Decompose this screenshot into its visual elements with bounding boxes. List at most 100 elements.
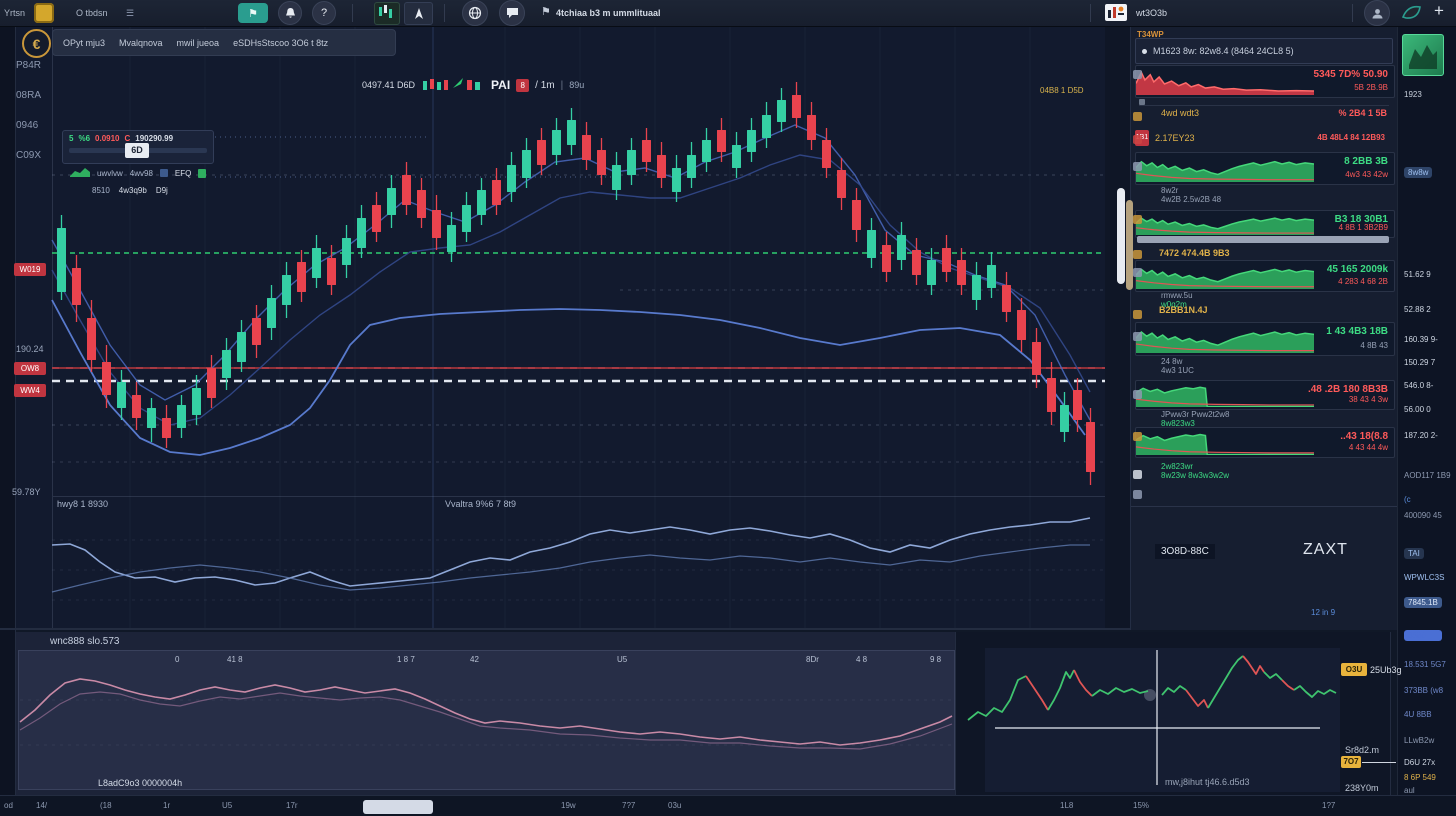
- euro-logo[interactable]: €: [22, 29, 51, 58]
- watchlist-row[interactable]: JPww3r Pww2t2w8 8w823w3: [1139, 410, 1391, 430]
- instrument-thumbnail[interactable]: [1402, 34, 1444, 76]
- workspace-tabbar: OPyt mju3 Mvalqnova mwil jueoa eSDHsStscoo …: [52, 29, 396, 56]
- subpanel-divider: [52, 496, 1105, 497]
- row-icon: [1133, 215, 1142, 224]
- workspace-tab-2[interactable]: mwil jueoa: [176, 37, 220, 48]
- toolbar-session-text: 4tchiaa b3 m ummlituaal: [556, 8, 661, 18]
- list-scrollbar[interactable]: [1137, 236, 1389, 243]
- detail-value: 160.39 9-: [1404, 335, 1438, 344]
- watchlist-row[interactable]: 1B1 2.17EY23 4B 48L4 84 12B93: [1135, 130, 1393, 148]
- watchlist-price: B3 18 30B1: [1334, 214, 1388, 225]
- chart-type-button[interactable]: [374, 2, 400, 25]
- watchlist-price-change: 5B 2B.9B: [1354, 83, 1388, 92]
- watchlist-row[interactable]: ..43 18(8.8 4 43 44 4w: [1135, 427, 1395, 458]
- detail-value: AOD117 1B9: [1404, 471, 1451, 480]
- watchlist-symbol: 4wd wdt3: [1161, 108, 1200, 118]
- data-window-button[interactable]: 6D: [125, 143, 149, 158]
- watchlist-row[interactable]: 1 43 4B3 18B 4 8B 43: [1135, 322, 1395, 356]
- globe-button[interactable]: [462, 0, 488, 26]
- indicator-tick-label: 4 8: [856, 655, 868, 664]
- time-axis-label: 7?7: [622, 801, 636, 810]
- data-window-value: %6: [78, 134, 91, 143]
- watchlist-price-change: 38 43 4 3w: [1348, 395, 1388, 404]
- toolbar-brand-text: Yrtsn: [4, 8, 26, 18]
- theme-button[interactable]: [1400, 3, 1424, 22]
- price-axis-badge: WW4: [14, 384, 46, 397]
- row-icon: [1133, 112, 1142, 121]
- detail-value: 8 6P 549: [1404, 773, 1436, 782]
- detail-chip[interactable]: 8w8w: [1404, 167, 1433, 178]
- watchlist-price-change: 4 8B 43: [1360, 341, 1388, 350]
- chat-button[interactable]: [499, 0, 525, 26]
- watchlist-symbol[interactable]: 7472 474.4B 9B3: [1159, 248, 1230, 258]
- watchlist-price: % 2B4 1 5B: [1338, 108, 1387, 118]
- row-icon: [1133, 268, 1142, 277]
- time-axis-label: 17r: [286, 801, 298, 810]
- watchlist-row[interactable]: .48 .2B 180 8B3B 38 43 4 3w: [1135, 380, 1395, 410]
- vertical-scrollbar-thumb[interactable]: [1117, 188, 1125, 284]
- watchlist-row[interactable]: 5345 7D% 50.90 5B 2B.9B: [1135, 65, 1395, 98]
- watchlist-price: 5345 7D% 50.90: [1313, 69, 1388, 80]
- price-axis-badge: OW8: [14, 362, 46, 375]
- panel-divider: [15, 26, 16, 795]
- indicator-tick-label: 1 8 7: [397, 655, 415, 664]
- toolbar-divider: [352, 4, 353, 22]
- row-icon: [1133, 250, 1142, 259]
- euro-logo-glyph: €: [32, 35, 41, 52]
- time-axis-label: 1?7: [1322, 801, 1336, 810]
- detail-chip[interactable]: 7845.1B: [1404, 597, 1442, 608]
- watchlist-price: .48 .2B 180 8B3B: [1307, 384, 1388, 395]
- watchlist-row[interactable]: B3 18 30B1 4 8B 1 3B2B9: [1135, 210, 1395, 238]
- app-logo-icon[interactable]: [34, 3, 54, 23]
- detail-chip[interactable]: TAI: [1404, 548, 1424, 559]
- ohlc-symbol[interactable]: PAI: [491, 78, 511, 92]
- add-widget-button[interactable]: +: [1434, 1, 1444, 20]
- panel-divider: [1390, 632, 1391, 795]
- ohlc-candle-glyphs: [423, 78, 481, 90]
- watchlist-row[interactable]: 8 2BB 3B 4w3 43 42w: [1135, 152, 1395, 185]
- broker-logo-icon[interactable]: [1105, 4, 1127, 21]
- info-box-symbol: ZAXT: [1303, 541, 1348, 558]
- workspace-tab-0[interactable]: OPyt mju3: [63, 37, 106, 48]
- data-window: 5 %6 0.0910 C 190290.99 6D: [62, 130, 214, 164]
- watchlist-row[interactable]: 2w823wr 8w23w 8w3w3w2w: [1139, 462, 1391, 482]
- row-icon: [1133, 432, 1142, 441]
- detail-value: 56.00 0: [1404, 405, 1431, 414]
- toolbar-divider: [1090, 4, 1091, 22]
- workspace-tab-3[interactable]: eSDHsStscoo 3O6 t 8tz: [233, 37, 329, 48]
- notifications-button[interactable]: [278, 1, 302, 25]
- workspace-tab-1[interactable]: Mvalqnova: [119, 37, 163, 48]
- price-badge: O3U: [1341, 663, 1367, 676]
- watchlist-price: ..43 18(8.8: [1340, 431, 1388, 442]
- watchlist-row[interactable]: 45 165 2009k 4 283 4 68 2B: [1135, 260, 1395, 292]
- time-axis-label: U5: [222, 801, 233, 810]
- mini-chart-bottom-label: 238Y0m: [1345, 783, 1379, 793]
- watchlist-header-row[interactable]: M1623 8w: 82w8.4 (8464 24CL8 5): [1135, 38, 1393, 64]
- profile-button[interactable]: [1364, 0, 1390, 26]
- ohlc-extra: 89u: [569, 80, 585, 90]
- indicator-footer-label: L8adC9o3 0000004h: [98, 778, 183, 788]
- indicator-tick-label: U5: [617, 655, 628, 664]
- horizontal-scrollbar-thumb[interactable]: [363, 800, 433, 814]
- watchlist-note: rmww.5u: [1161, 291, 1193, 300]
- info-box-sub: 12 in 9: [1311, 608, 1336, 617]
- watchlist-symbol[interactable]: B2BB1N.4J: [1159, 305, 1208, 315]
- watchlist-row[interactable]: 4wd wdt3 % 2B4 1 5B: [1139, 108, 1391, 124]
- chat-icon: [506, 8, 518, 18]
- vertical-scrollbar-secondary[interactable]: [1126, 200, 1133, 290]
- watchlist-row[interactable]: 8w2r 4w2B 2.5w2B 48: [1139, 186, 1391, 206]
- flag-button[interactable]: ⚑: [238, 3, 268, 23]
- row-icon: [1133, 490, 1142, 499]
- price-axis: P84R 08RA 0946 C09X 190.24 59.78Y W019 OW8 WW4: [0, 0, 52, 816]
- cursor-tool-button[interactable]: [404, 2, 433, 25]
- help-button[interactable]: ?: [312, 1, 336, 25]
- menu-icon[interactable]: ☰: [126, 8, 135, 18]
- watchlist-row[interactable]: rmww.5u w0q2m: [1139, 291, 1391, 311]
- time-axis-label: od: [4, 801, 13, 810]
- ohlc-timeframe[interactable]: / 1m: [535, 79, 555, 91]
- detail-chip[interactable]: 8888: [1404, 630, 1442, 641]
- watchlist-row[interactable]: 24 8w 4w3 1UC: [1139, 357, 1391, 377]
- ohlc-price: 0497.41 D6D: [362, 80, 416, 90]
- pin-icon[interactable]: ⚑: [541, 6, 551, 18]
- toolbar-account-text: O tbdsn: [76, 8, 108, 18]
